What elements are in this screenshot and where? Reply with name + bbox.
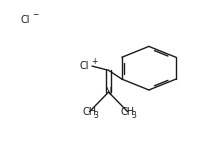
Text: Cl: Cl <box>21 15 30 25</box>
Text: 3: 3 <box>93 111 97 120</box>
Text: CH: CH <box>120 107 134 117</box>
Text: 3: 3 <box>131 111 136 120</box>
Text: −: − <box>32 10 38 19</box>
Text: Cl: Cl <box>79 61 89 71</box>
Text: N: N <box>104 87 112 97</box>
Text: CH: CH <box>82 107 96 117</box>
Text: +: + <box>91 57 97 66</box>
